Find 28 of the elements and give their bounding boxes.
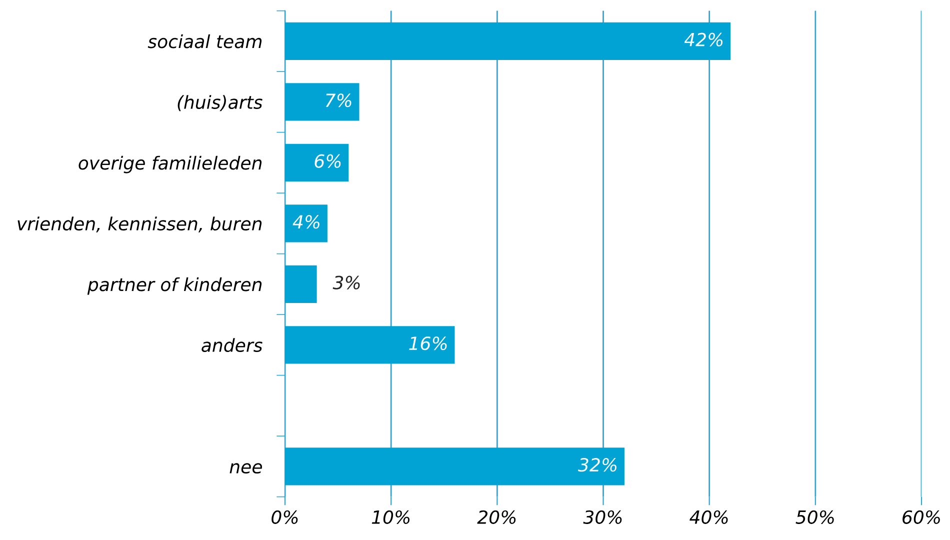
y-tick-label: anders bbox=[202, 338, 262, 352]
bar bbox=[285, 448, 624, 486]
data-label: 6% bbox=[314, 154, 341, 168]
y-tick-label: partner of kinderen bbox=[87, 277, 262, 295]
data-label: 16% bbox=[409, 336, 447, 350]
data-label: 3% bbox=[332, 276, 360, 290]
y-tick-label: sociaal team bbox=[148, 34, 262, 48]
x-tick-label: 20% bbox=[477, 510, 516, 524]
bar bbox=[285, 144, 349, 182]
x-tick-label: 10% bbox=[372, 510, 410, 524]
data-label: 32% bbox=[578, 458, 616, 472]
data-label: 42% bbox=[684, 32, 723, 46]
x-tick-label: 30% bbox=[583, 510, 622, 524]
bar bbox=[285, 326, 455, 364]
y-tick-label: vrienden, kennissen, buren bbox=[18, 216, 262, 232]
bar bbox=[285, 265, 317, 304]
x-tick-label: 40% bbox=[690, 510, 728, 524]
y-tick-label: nee bbox=[230, 463, 262, 474]
bar bbox=[285, 204, 328, 242]
bar bbox=[285, 22, 731, 60]
x-tick-label: 60% bbox=[902, 510, 940, 524]
x-tick-label: 0% bbox=[272, 510, 298, 524]
bar bbox=[285, 83, 360, 121]
data-label: 4% bbox=[292, 215, 320, 229]
x-tick-label: 50% bbox=[796, 510, 834, 524]
y-tick-label: (huis)arts bbox=[178, 95, 262, 112]
y-tick-label: overige familieleden bbox=[78, 156, 262, 174]
data-label: 7% bbox=[326, 94, 352, 108]
